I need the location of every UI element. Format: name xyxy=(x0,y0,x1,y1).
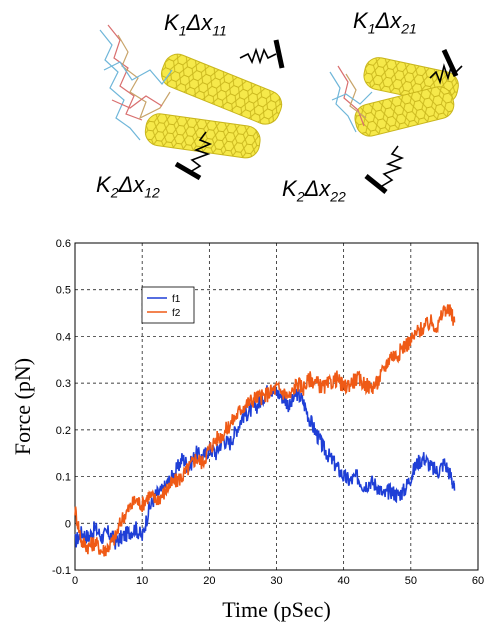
legend-label-f2: f2 xyxy=(172,308,181,319)
spring-k1-left xyxy=(239,39,285,69)
x-tick-label: 50 xyxy=(405,575,417,587)
x-axis-title: Time (pSec) xyxy=(222,597,331,622)
spring-label-k1-dx11: K1Δx11 xyxy=(164,10,227,39)
grid-lines xyxy=(75,243,478,570)
y-tick-label: 0.6 xyxy=(56,238,71,250)
dna-strand-right xyxy=(329,65,373,133)
spring-label-k1-dx21: K1Δx21 xyxy=(353,8,417,37)
spring-label-k2-dx22: K2Δx22 xyxy=(282,176,346,205)
nanotube-spring-diagram: K1Δx11 K1Δx21 K2Δx12 K2Δx22 xyxy=(0,0,491,215)
y-tick-label: 0 xyxy=(65,518,71,530)
legend-label-f1: f1 xyxy=(172,294,181,305)
y-tick-label: 0.5 xyxy=(56,285,71,297)
diagram-canvas xyxy=(99,24,463,194)
x-tick-label: 30 xyxy=(270,575,282,587)
y-tick-label: 0.2 xyxy=(56,425,71,437)
axis-ticks: 0 10 20 30 40 50 60-0.100.10.20.30.40.50.6 xyxy=(52,238,484,587)
y-tick-label: 0.1 xyxy=(56,472,71,484)
x-tick-label: 20 xyxy=(203,575,215,587)
y-tick-label: 0.4 xyxy=(56,331,71,343)
spring-k2-right xyxy=(364,145,405,194)
force-time-chart: 0 10 20 30 40 50 60 -0.1 0 0.1 0.2 0.3 0.4 0.5 0.6 f1 f… xyxy=(0,215,491,626)
y-axis-title: Force (pN) xyxy=(10,358,35,455)
x-tick-label: 10 xyxy=(136,575,148,587)
legend-box xyxy=(141,286,195,324)
spring-label-k2-dx12: K2Δx12 xyxy=(96,172,160,201)
nanotube-upper-left xyxy=(160,53,283,125)
x-tick-label: 40 xyxy=(338,575,350,587)
nanotube-lower-right xyxy=(354,86,455,137)
spring-k1-right xyxy=(429,48,463,85)
x-tick-label: 60 xyxy=(472,575,484,587)
x-tick-label: 0 xyxy=(72,575,78,587)
y-tick-label: -0.1 xyxy=(52,565,71,577)
dna-strand-left xyxy=(99,24,173,141)
spring-k2-left xyxy=(174,131,213,181)
series-lines xyxy=(74,304,456,557)
y-tick-label: 0.3 xyxy=(56,378,71,390)
chart-canvas: 0 10 20 30 40 50 60-0.100.10.20.30.40.50.6 f1f… xyxy=(10,238,484,622)
series-line-f2 xyxy=(74,304,456,557)
